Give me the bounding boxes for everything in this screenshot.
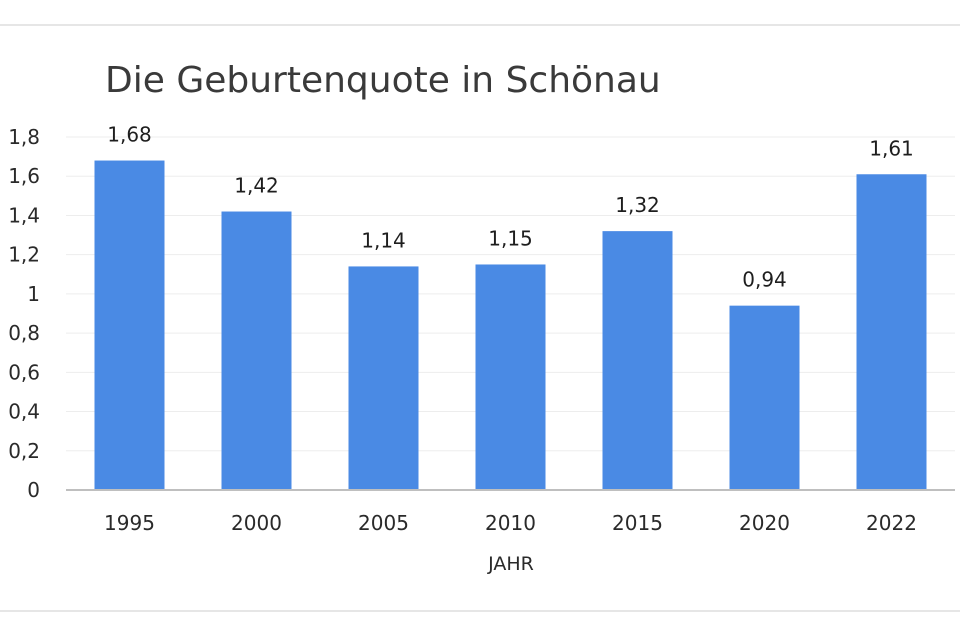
y-tick-label: 0 (27, 478, 40, 502)
y-tick-label: 1,2 (8, 243, 40, 267)
x-axis-label: JAHR (487, 553, 534, 575)
x-tick-label: 2020 (739, 511, 790, 535)
data-label: 1,61 (869, 136, 914, 160)
y-tick-label: 0,2 (8, 439, 40, 463)
y-tick-label: 1,8 (8, 125, 40, 149)
data-label: 1,14 (361, 228, 406, 252)
data-label: 1,68 (107, 123, 152, 147)
x-tick-label: 2010 (485, 511, 536, 535)
data-labels: 1,68 1,42 1,14 1,15 1,32 0,94 1,61 (107, 123, 914, 292)
bar-1995 (94, 160, 165, 491)
data-label: 1,15 (488, 226, 533, 250)
data-label: 0,94 (742, 268, 787, 292)
y-tick-label: 1,6 (8, 164, 40, 188)
bar-2005 (348, 266, 419, 490)
data-label: 1,32 (615, 193, 660, 217)
y-tick-label: 0,6 (8, 360, 40, 384)
x-axis-ticks: 1995 2000 2005 2010 2015 2020 2022 (104, 511, 917, 535)
x-tick-label: 2005 (358, 511, 409, 535)
bars (94, 160, 927, 491)
y-tick-label: 1 (27, 282, 40, 306)
x-tick-label: 2000 (231, 511, 282, 535)
y-tick-label: 0,4 (8, 400, 40, 424)
y-tick-label: 0,8 (8, 321, 40, 345)
data-label: 1,42 (234, 174, 279, 198)
bar-2000 (221, 211, 292, 490)
y-tick-label: 1,4 (8, 203, 40, 227)
bar-2020 (729, 305, 800, 490)
bar-2010 (475, 264, 546, 490)
y-axis-ticks: 0 0,2 0,4 0,6 0,8 1 1,2 1,4 1,6 1,8 (8, 125, 40, 502)
bar-2022 (856, 174, 927, 490)
bar-2015 (602, 231, 673, 490)
x-tick-label: 2015 (612, 511, 663, 535)
x-tick-label: 1995 (104, 511, 155, 535)
x-tick-label: 2022 (866, 511, 917, 535)
chart-title: Die Geburtenquote in Schönau (105, 60, 661, 101)
